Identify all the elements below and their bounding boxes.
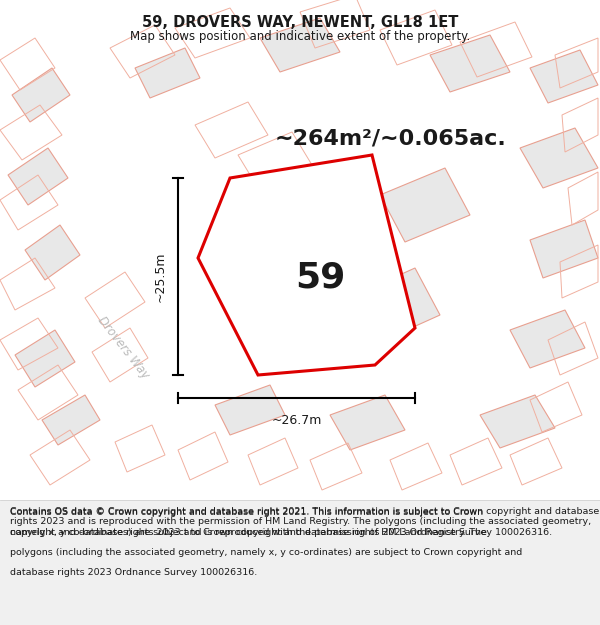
Polygon shape: [198, 155, 415, 375]
Text: Map shows position and indicative extent of the property.: Map shows position and indicative extent…: [130, 30, 470, 43]
Polygon shape: [215, 385, 285, 435]
Text: ~25.5m: ~25.5m: [154, 251, 167, 302]
Polygon shape: [15, 330, 75, 387]
Polygon shape: [12, 68, 70, 122]
Polygon shape: [430, 35, 510, 92]
Bar: [0, 0, 600, 500]
Polygon shape: [25, 225, 80, 280]
Polygon shape: [8, 148, 68, 205]
Polygon shape: [355, 268, 440, 342]
Polygon shape: [480, 395, 555, 448]
Polygon shape: [330, 395, 405, 450]
Text: database rights 2023 Ordnance Survey 100026316.: database rights 2023 Ordnance Survey 100…: [10, 568, 257, 577]
Text: Drovers Way: Drovers Way: [95, 314, 152, 381]
Text: 59, DROVERS WAY, NEWENT, GL18 1ET: 59, DROVERS WAY, NEWENT, GL18 1ET: [142, 15, 458, 30]
Text: 59: 59: [295, 261, 345, 295]
Bar: [0, 500, 600, 625]
Text: ~264m²/~0.065ac.: ~264m²/~0.065ac.: [275, 128, 507, 148]
Polygon shape: [42, 395, 100, 445]
Text: ~26.7m: ~26.7m: [271, 414, 322, 426]
Text: Contains OS data © Crown copyright and database right 2021. This information is : Contains OS data © Crown copyright and d…: [10, 507, 599, 537]
Polygon shape: [380, 168, 470, 242]
Text: copyright and database rights 2023 and is reproduced with the permission of HM L: copyright and database rights 2023 and i…: [10, 528, 487, 537]
Polygon shape: [530, 50, 598, 103]
Polygon shape: [135, 48, 200, 98]
Text: Contains OS data © Crown copyright and database right 2021. This information is : Contains OS data © Crown copyright and d…: [10, 508, 483, 517]
Text: polygons (including the associated geometry, namely x, y co-ordinates) are subje: polygons (including the associated geome…: [10, 548, 522, 557]
Polygon shape: [530, 220, 598, 278]
Polygon shape: [260, 18, 340, 72]
Polygon shape: [510, 310, 585, 368]
Polygon shape: [520, 128, 598, 188]
